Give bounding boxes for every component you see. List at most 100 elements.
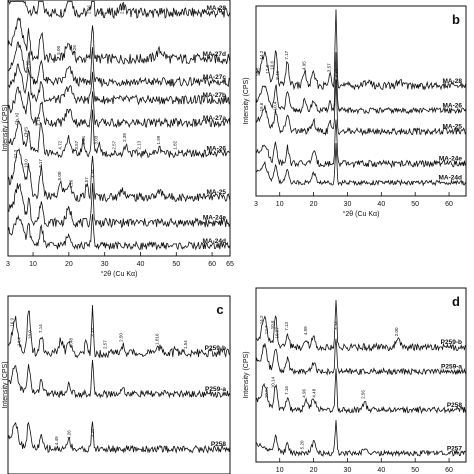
series-label: P259-b [205,345,226,352]
x-tick-label: 50 [411,201,419,208]
series-label: MA-27b [203,92,227,99]
y-axis-label: Intensity (CPS) [2,104,9,151]
peak-label: 3.57 [327,63,332,72]
peak-label: 2.56 [119,5,124,14]
xrd-trace-ma-24d [255,143,467,187]
panel-label: d [452,294,460,309]
peak-label: 10.6 [270,320,275,329]
peak-label: 7.12 [36,116,41,125]
peak-label: 4.99 [303,326,308,335]
peak-label: 2.57 [111,140,116,149]
x-axis-label: °2θ (Cu Kα) [343,210,380,218]
peak-label: 4.48 [68,337,73,346]
series-label: P257 [447,445,463,452]
x-tick-label: 20 [65,261,73,268]
peak-label: 3.34 [81,136,86,145]
panel-b: 3 10 20 30 40 50 60 °2θ (Cu Kα) Intensity (CPS) b… [243,5,467,218]
x-tick-label: 40 [377,201,385,208]
peak-label: 3.33 [90,328,95,337]
peak-label: 3.57 [74,140,79,149]
x-tick-label: 3 [254,201,258,208]
peak-label: 2.50 [119,333,124,342]
series-label: MA-25 [442,123,462,130]
x-tick-label: 40 [137,261,145,268]
peak-label: 7.17 [284,50,289,59]
peak-label: 2.00 [394,327,399,336]
peak-label: 3.03 [94,135,99,144]
peak-label: Ch, Kl [15,113,20,125]
peak-label: 4.95 [301,61,306,70]
xrd-trace-p259-b [7,305,231,359]
peak-label: 4.96 [301,389,306,398]
panel-label: c [216,302,223,317]
peak-label: 2.38 [122,133,127,142]
peak-label: 16.9 [9,318,14,327]
x-tick-label: 50 [172,261,180,268]
series-label: P259-a [205,386,226,393]
peak-label: 5.20 [299,440,304,449]
xrd-trace-ma-25 [255,79,467,137]
peak-label: 2.56 [360,390,365,399]
peak-label: 4.26 [68,179,73,188]
peak-label: 10.94 [264,386,269,398]
panel-label: b [452,12,460,27]
series-label: MA-27d [203,51,227,58]
x-tick-label: 30 [344,467,352,474]
peak-label: 14.2 [259,315,264,324]
peak-label: 1.54 [183,340,188,349]
panel-a: 3 10 20 30 40 50 60 65 °2θ (Cu Kα) Intensity (CPS… [2,0,234,278]
xrd-trace-ma-25 [7,148,231,203]
panel-frame [255,5,467,197]
peak-label: 10.07 [274,327,279,339]
series-label: MA-25 [206,189,226,196]
peak-label: 16.6 [259,102,264,111]
x-tick-label: 10 [29,261,37,268]
panel-c: Intensity (CPS) c P259-b 16.9 14.4 10.0 7.14 4.… [2,295,231,474]
peak-label: 4.26 [72,45,77,54]
peak-label: 7.17 [38,159,43,168]
x-tick-label: 60 [445,467,453,474]
x-tick-label: 20 [310,201,318,208]
xrd-trace-ma-26 [255,52,467,115]
xrd-trace-ma-27c [7,41,231,88]
x-tick-label: 10 [276,201,284,208]
peak-label: 2.56 [86,5,91,14]
xrd-trace-p258 [7,421,231,454]
y-axis-label: Intensity (CPS) [243,77,250,124]
xrd-trace-ma-26 [7,109,231,159]
peak-label: 12.7 [264,325,269,334]
x-tick-label: 30 [101,261,109,268]
peak-label: 12.6 [265,64,270,73]
peak-label: 10.4 [272,101,277,110]
xrd-trace-ma-24e [255,119,467,169]
x-tick-label: 60 [208,261,216,268]
series-label: MA-26 [206,146,226,153]
series-label: MA-24e [203,215,227,222]
x-axis-label: °2θ (Cu Kα) [101,270,138,278]
peak-label: 1.82 [172,140,177,149]
xrd-trace-p259-a [255,338,467,376]
peak-label: 3.57 [84,177,89,186]
x-tick-label: 20 [310,467,318,474]
peak-label: 11.3 [13,149,18,158]
x-tick-label: 10 [276,467,284,474]
peak-label: 14.2 [259,50,264,59]
series-label: MA-24d [203,238,227,245]
series-label: MA-24d [439,175,463,182]
peak-label: 3.34 [90,169,95,178]
x-tick-label: 3 [6,261,10,268]
series-label: MA-24e [439,156,463,163]
series-label: MA-28 [206,5,226,12]
xrd-trace-ma-28 [256,9,467,91]
peak-label: 4.72 [58,140,63,149]
peak-label: 9.95 [25,60,30,69]
peak-label: 7.13 [284,321,289,330]
peak-label: 5.00 [56,45,61,54]
peak-label: 8.46 [275,71,280,80]
x-tick-label: 60 [445,201,453,208]
peak-label: 1.99 [156,135,161,144]
peak-label: 14.4 [17,337,22,346]
xrd-trace-ma-24d [7,214,231,251]
series-label: P258 [211,441,227,448]
